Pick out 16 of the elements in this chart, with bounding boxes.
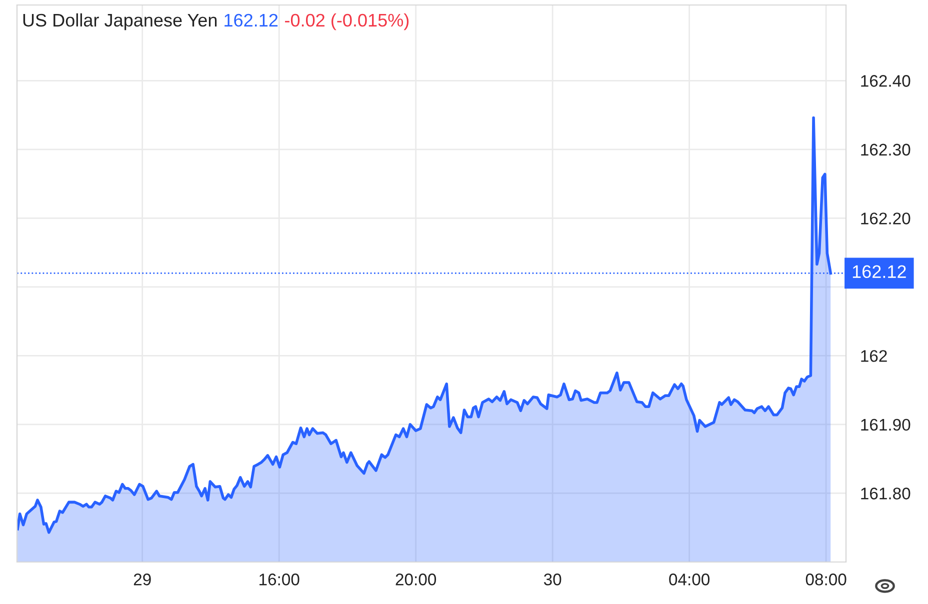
- ref-line-label: 162.12: [852, 265, 906, 278]
- annotation: -0.02 (-0.015%): [285, 13, 409, 30]
- x-tick-label: 04:00: [669, 574, 710, 586]
- y-tick-label: 162.30: [861, 144, 910, 156]
- y-tick-label: 162: [861, 350, 887, 362]
- chart-title: US Dollar Japanese Yen: [23, 13, 217, 30]
- annotation: 162.12: [224, 14, 278, 27]
- y-tick-label: 162.40: [861, 75, 910, 87]
- y-tick-label: 161.90: [861, 418, 910, 431]
- x-tick-label: 16:00: [260, 574, 300, 586]
- y-tick-label: 161.80: [861, 488, 910, 500]
- y-tick-label: 162.20: [861, 212, 910, 224]
- x-tick-label: 20:00: [396, 574, 436, 586]
- x-tick-label: 30: [544, 574, 562, 586]
- x-tick-label: 29: [134, 574, 151, 586]
- x-tick-label: 08:00: [806, 574, 846, 586]
